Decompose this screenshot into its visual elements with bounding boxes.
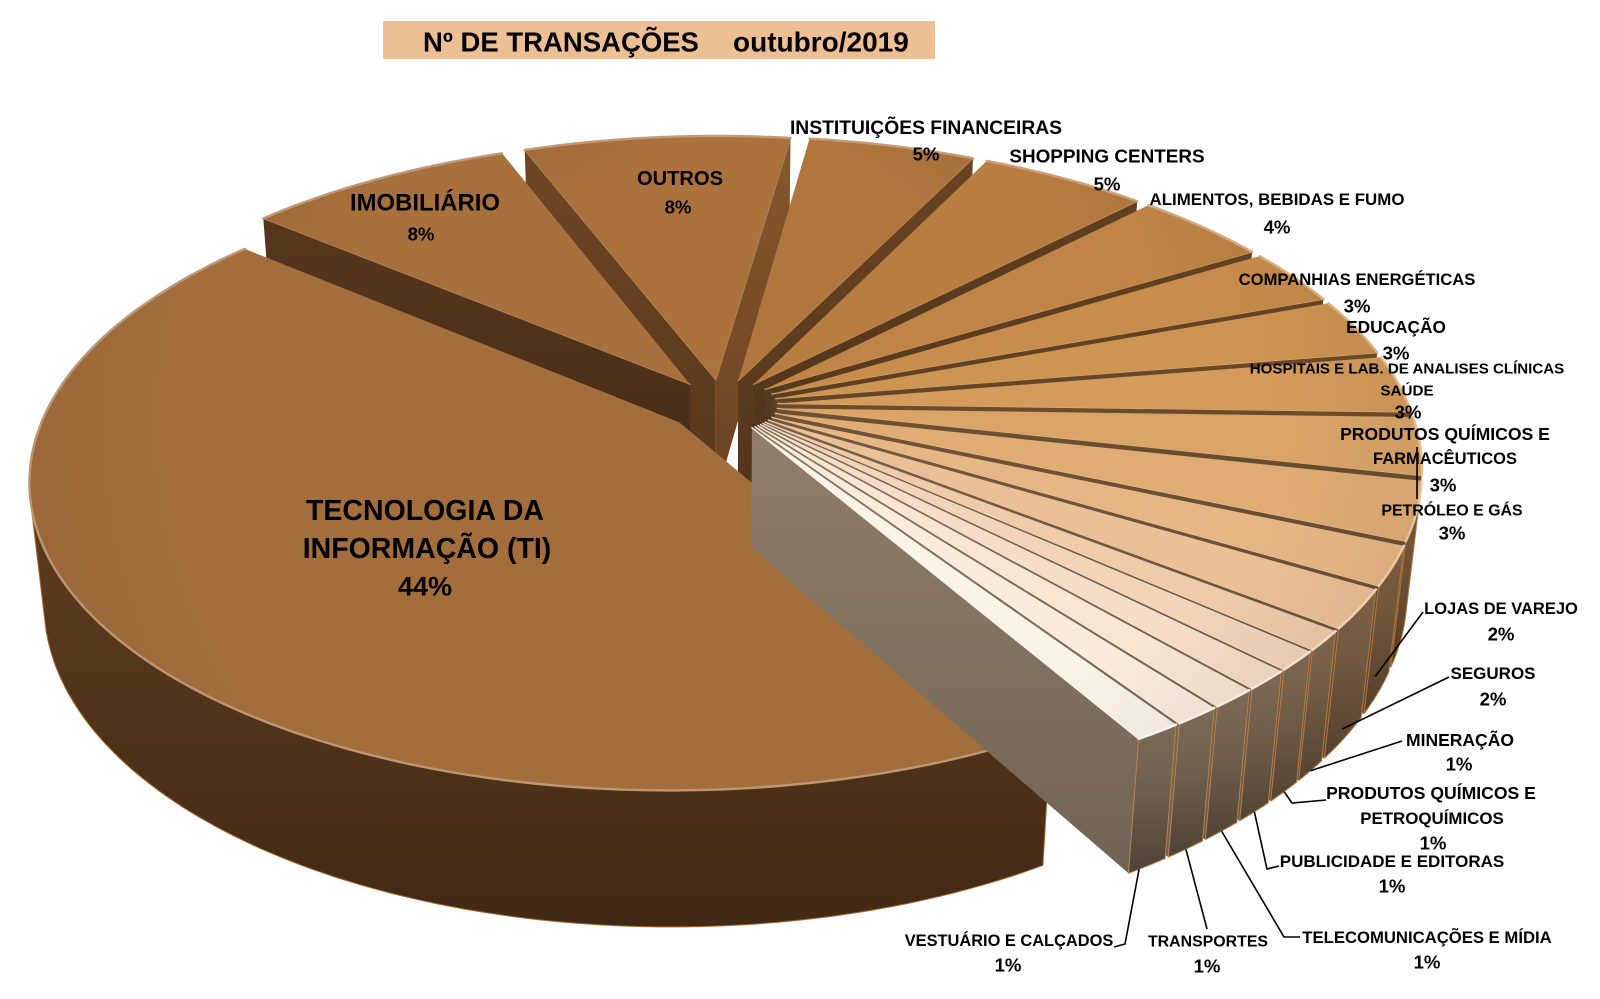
svg-text:HOSPITAIS E LAB. DE ANALISES C: HOSPITAIS E LAB. DE ANALISES CLÍNICAS [1250,360,1564,377]
svg-text:1%: 1% [1420,833,1447,854]
svg-text:1%: 1% [995,955,1022,976]
svg-text:OUTROS: OUTROS [637,168,723,190]
svg-text:3%: 3% [1344,296,1371,317]
svg-text:SAÚDE: SAÚDE [1380,381,1433,399]
svg-text:SEGUROS: SEGUROS [1450,664,1535,683]
svg-text:1%: 1% [1379,876,1406,897]
svg-text:ALIMENTOS, BEBIDAS E FUMO: ALIMENTOS, BEBIDAS E FUMO [1150,190,1405,209]
svg-text:2%: 2% [1488,624,1515,645]
svg-text:8%: 8% [665,197,692,218]
svg-text:PRODUTOS QUÍMICOS E: PRODUTOS QUÍMICOS E [1326,782,1536,803]
svg-text:TECNOLOGIA DA: TECNOLOGIA DA [306,495,544,527]
svg-text:COMPANHIAS ENERGÉTICAS: COMPANHIAS ENERGÉTICAS [1239,270,1476,289]
svg-text:LOJAS DE VAREJO: LOJAS DE VAREJO [1424,600,1578,618]
svg-text:EDUCAÇÃO: EDUCAÇÃO [1346,317,1446,337]
svg-text:INFORMAÇÃO (TI): INFORMAÇÃO (TI) [303,533,552,565]
svg-text:MINERAÇÃO: MINERAÇÃO [1406,729,1514,750]
svg-text:PETRÓLEO E GÁS: PETRÓLEO E GÁS [1381,501,1522,520]
svg-text:2%: 2% [1480,689,1507,710]
svg-text:TELECOMUNICAÇÕES E MÍDIA: TELECOMUNICAÇÕES E MÍDIA [1302,927,1551,947]
svg-text:PETROQUÍMICOS: PETROQUÍMICOS [1360,809,1504,828]
svg-text:INSTITUIÇÕES FINANCEIRAS: INSTITUIÇÕES FINANCEIRAS [790,115,1062,139]
svg-text:PRODUTOS QUÍMICOS E: PRODUTOS QUÍMICOS E [1340,423,1550,444]
svg-text:5%: 5% [913,144,940,165]
svg-text:FARMACÊUTICOS: FARMACÊUTICOS [1373,449,1517,468]
svg-text:PUBLICIDADE E EDITORAS: PUBLICIDADE E EDITORAS [1280,852,1505,871]
svg-text:3%: 3% [1439,523,1466,544]
svg-text:TRANSPORTES: TRANSPORTES [1148,934,1268,951]
svg-text:1%: 1% [1194,956,1221,977]
svg-text:3%: 3% [1395,402,1422,423]
svg-text:IMOBILIÁRIO: IMOBILIÁRIO [350,188,500,216]
svg-text:1%: 1% [1446,754,1473,775]
svg-text:outubro/2019: outubro/2019 [733,27,909,58]
svg-text:VESTUÁRIO E CALÇADOS: VESTUÁRIO E CALÇADOS [905,931,1114,950]
svg-text:4%: 4% [1264,217,1291,238]
svg-text:Nº DE TRANSAÇÕES: Nº DE TRANSAÇÕES [423,27,699,58]
svg-text:44%: 44% [398,572,452,602]
svg-text:3%: 3% [1383,343,1410,364]
svg-text:5%: 5% [1094,174,1121,195]
svg-text:SHOPPING CENTERS: SHOPPING CENTERS [1009,147,1204,168]
svg-text:1%: 1% [1414,952,1441,973]
svg-text:3%: 3% [1430,475,1457,496]
svg-text:8%: 8% [408,224,435,245]
